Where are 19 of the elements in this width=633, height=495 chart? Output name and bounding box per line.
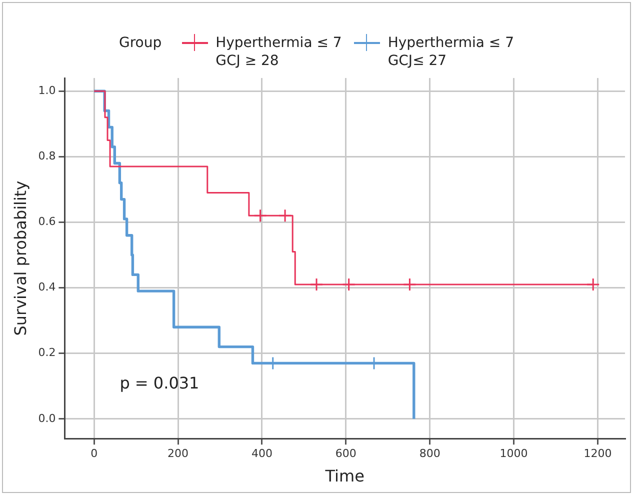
legend-label: Hyperthermia ≤ 7 GCJ≤ 27 [388, 34, 514, 70]
x-tick-label: 600 [335, 447, 356, 460]
y-tick-label: 0.2 [38, 346, 56, 360]
legend-label: Hyperthermia ≤ 7 GCJ ≥ 28 [216, 34, 342, 70]
x-tick-label: 200 [168, 447, 189, 460]
y-tick-label: 0.6 [38, 215, 56, 228]
y-tick-label: 0.4 [38, 280, 56, 294]
x-tick-label: 400 [251, 447, 272, 460]
x-tick-label: 800 [419, 447, 440, 460]
x-tick-label: 0 [90, 447, 98, 460]
y-axis-title: Survival probability [10, 180, 30, 336]
x-tick-label: 1000 [500, 447, 528, 460]
legend-title: Group [118, 34, 162, 52]
x-tick-label: 1200 [584, 447, 612, 460]
annotation: p = 0.031 [120, 374, 200, 393]
y-tick-label: 1.0 [38, 84, 56, 97]
y-tick-label: 0.8 [38, 150, 56, 163]
x-axis-title: Time [324, 466, 364, 486]
y-tick-label: 0.0 [38, 412, 56, 425]
